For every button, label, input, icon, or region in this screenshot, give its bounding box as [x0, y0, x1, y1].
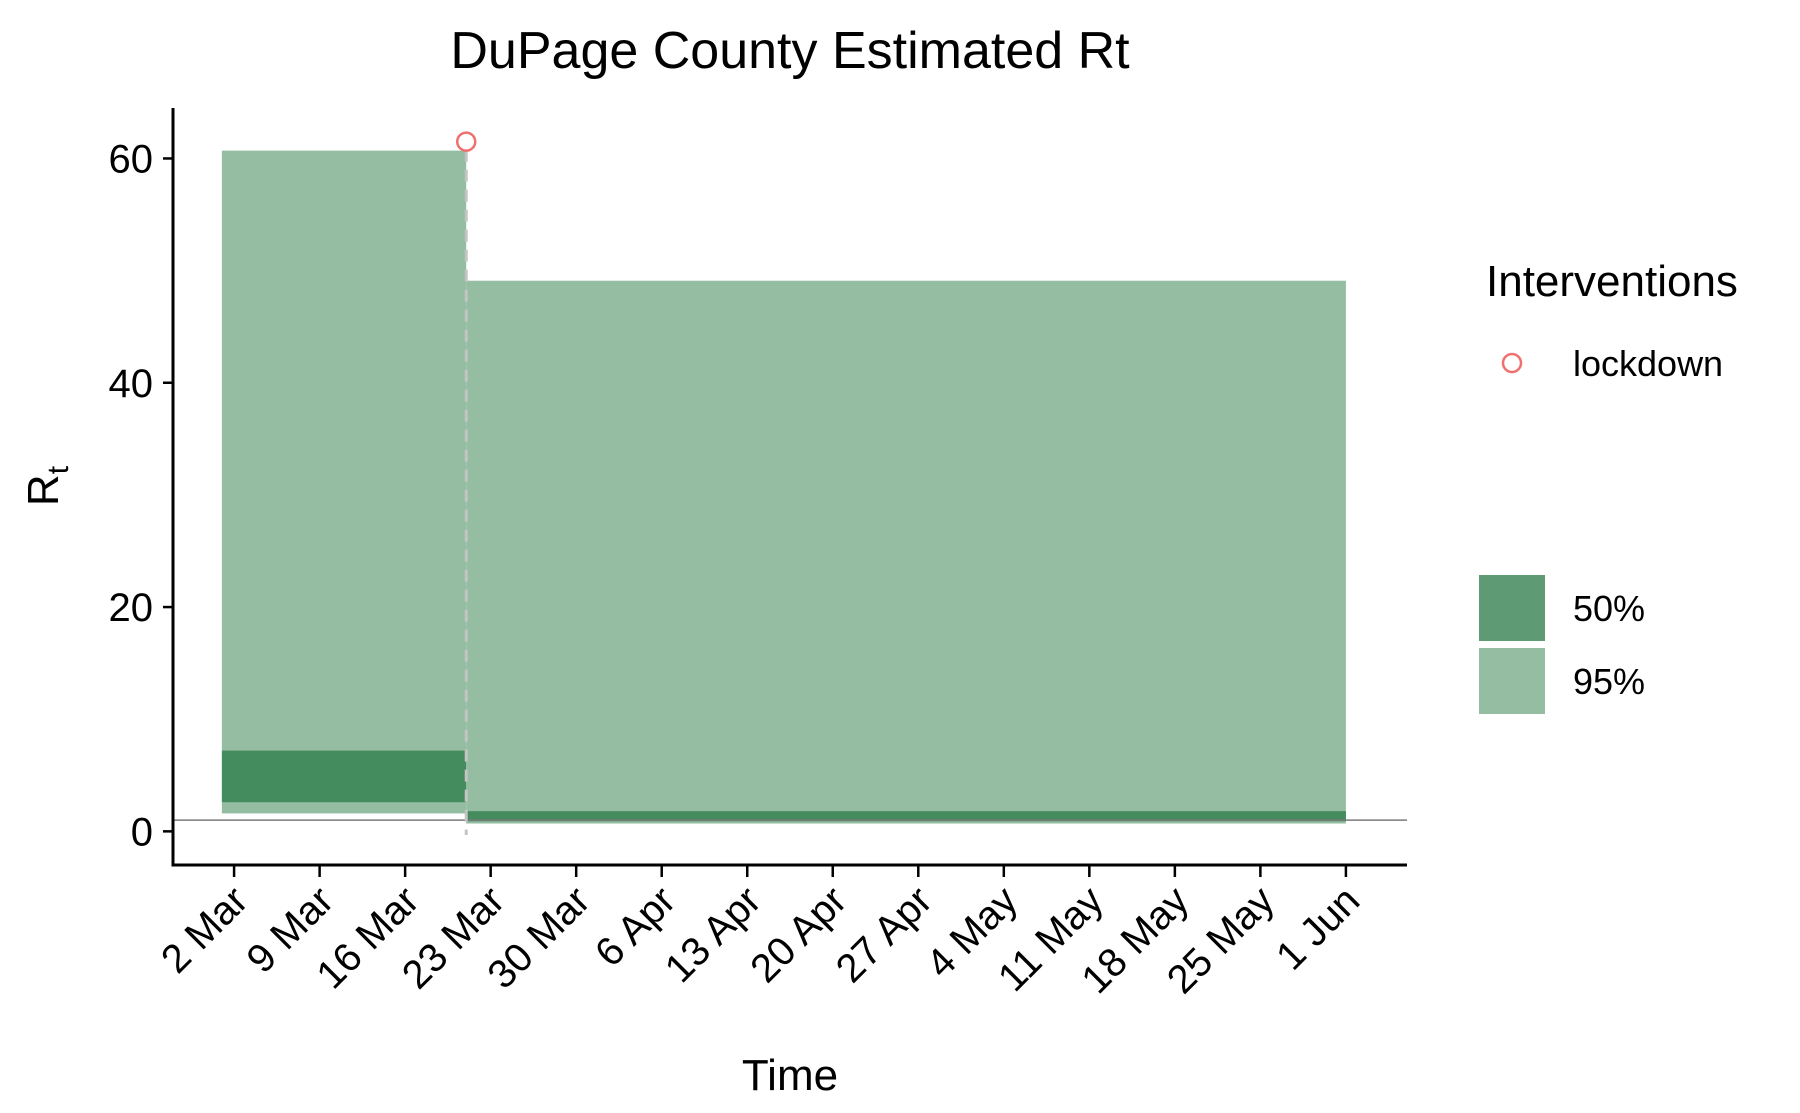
y-tick-label-3: 60	[109, 137, 154, 181]
legend-key-95pct	[1479, 648, 1545, 714]
intervention-marker-0	[455, 131, 477, 152]
x-tick-label-7: 20 Apr	[742, 878, 855, 991]
y-axis-title-subscript: t	[42, 465, 75, 474]
y-axis-title-main: R	[19, 474, 68, 506]
ci50-band-0	[221, 750, 467, 803]
legend-key-lockdown	[1501, 352, 1523, 374]
x-tick-label-13: 1 Jun	[1268, 878, 1368, 978]
y-tick-label-2: 40	[109, 362, 154, 406]
x-tick-label-8: 27 Apr	[828, 878, 941, 991]
ci50-band-1	[466, 811, 1346, 822]
legend-label-50pct: 50%	[1573, 588, 1645, 629]
legend-label-95pct: 95%	[1573, 661, 1645, 702]
legend-label-lockdown: lockdown	[1573, 343, 1723, 384]
legend-title: Interventions	[1486, 257, 1738, 306]
legend: Interventions lockdown 50% 95%	[1479, 257, 1738, 714]
ci95-band-0	[221, 150, 467, 814]
y-tick-label-1: 20	[109, 586, 154, 630]
ci95-band-1	[466, 280, 1346, 824]
y-axis-title: Rt	[19, 465, 75, 506]
chart-title: DuPage County Estimated Rt	[450, 22, 1130, 80]
legend-key-50pct	[1479, 575, 1545, 641]
x-tick-label-0: 2 Mar	[153, 878, 256, 981]
x-tick-label-6: 13 Apr	[657, 878, 770, 991]
y-tick-label-0: 0	[131, 810, 153, 854]
x-axis-title: Time	[742, 1051, 838, 1100]
